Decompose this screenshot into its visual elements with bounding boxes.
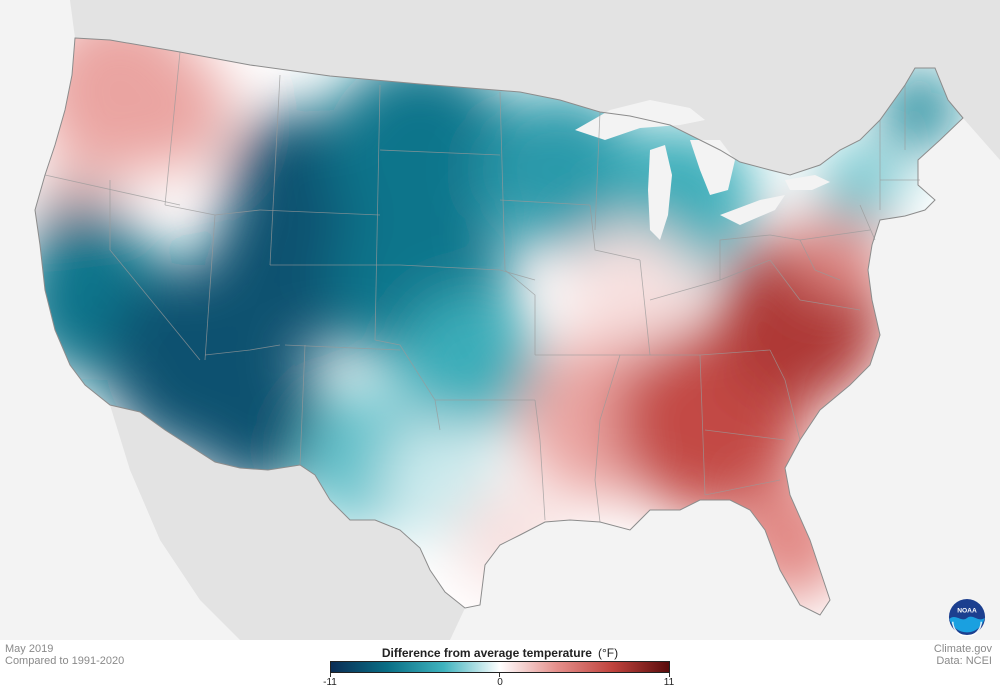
state-border: [259, 209, 381, 216]
state-border: [499, 199, 591, 206]
credit-site: Climate.gov: [933, 643, 992, 655]
anomaly-zone-mid-atlantic: [795, 205, 885, 295]
anomaly-zone-pacific-northwest-1: [110, 50, 230, 170]
state-border: [299, 344, 306, 466]
anomaly-zone-new-england: [820, 145, 900, 225]
state-border: [399, 264, 536, 281]
anomaly-zone-northern-plains: [325, 55, 515, 245]
state-border: [499, 91, 506, 271]
state-border: [699, 354, 706, 496]
legend-unit: (°F): [597, 646, 619, 660]
state-border: [204, 214, 216, 361]
state-border: [379, 149, 501, 156]
state-borders: [44, 51, 920, 523]
map-frame: [0, 0, 1000, 640]
state-border: [799, 239, 841, 281]
state-border: [284, 344, 401, 351]
anomaly-shading: [35, 38, 960, 600]
legend-tick-mid: [499, 673, 500, 677]
anomaly-zone-southern-plains: [400, 290, 540, 430]
state-border: [704, 429, 786, 441]
state-border: [374, 339, 441, 431]
legend-title-text: Difference from average temperature: [381, 646, 592, 660]
anomaly-zone-ohio-valley: [565, 225, 695, 355]
state-border: [269, 74, 281, 266]
legend-min-label: -11: [323, 677, 337, 688]
great-lakes: [575, 100, 830, 240]
map-date: May 2019: [5, 643, 54, 655]
map-baseline: Compared to 1991-2020: [5, 655, 125, 667]
state-border: [589, 204, 641, 261]
state-border: [769, 349, 801, 441]
state-border: [594, 354, 621, 523]
state-border: [769, 259, 861, 311]
legend-max-label: 11: [663, 677, 675, 688]
noaa-logo: NOAA: [948, 598, 986, 636]
anomaly-zone-california-1: [35, 195, 125, 285]
state-border: [109, 180, 201, 361]
state-border: [534, 399, 546, 521]
legend-color-bar: [330, 661, 670, 673]
lake-superior: [575, 100, 705, 140]
legend-title: Difference from average temperature (°F): [300, 646, 700, 660]
state-border: [594, 111, 601, 231]
state-border: [44, 174, 181, 206]
lake-ontario: [785, 175, 830, 190]
lake-erie: [720, 195, 785, 225]
state-border: [374, 84, 381, 341]
map-credits: Climate.gov Data: NCEI: [934, 643, 992, 667]
state-border: [204, 344, 281, 356]
canada-land: [0, 0, 1000, 175]
anomaly-zone-southwest-1: [190, 350, 330, 490]
map-metadata: May 2019 Compared to 1991-2020: [5, 643, 124, 667]
state-border: [504, 269, 536, 355]
noaa-logo-text: NOAA: [957, 608, 977, 615]
legend-tick-min: [330, 673, 331, 677]
state-border: [719, 234, 771, 280]
legend-mid-label: 0: [497, 677, 503, 688]
state-border: [639, 259, 651, 356]
us-outline: [34, 37, 964, 616]
temperature-anomaly-map: [0, 0, 1000, 640]
credit-data: Data: NCEI: [936, 655, 992, 667]
legend-tick-max: [669, 673, 670, 677]
state-border: [164, 51, 181, 206]
state-border: [704, 479, 781, 496]
lake-huron: [690, 140, 735, 195]
lake-michigan: [648, 145, 672, 240]
mexico-land: [110, 405, 465, 640]
state-border: [859, 204, 876, 241]
